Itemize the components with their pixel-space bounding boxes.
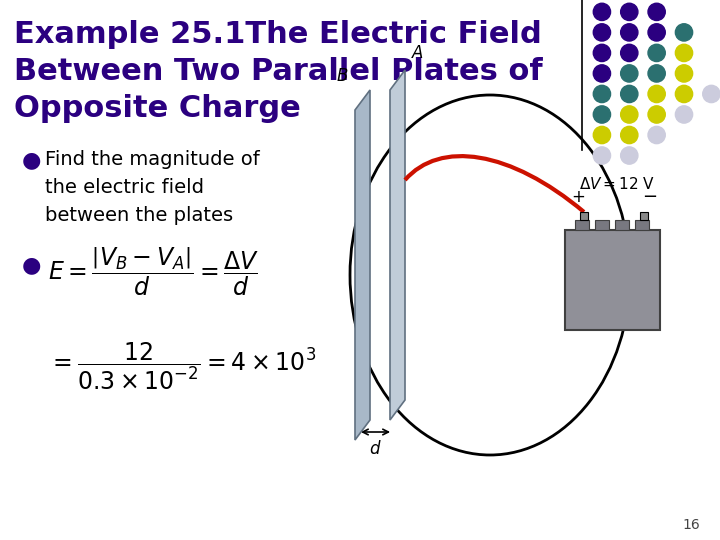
Circle shape	[593, 106, 611, 123]
Text: ●: ●	[22, 150, 41, 170]
Circle shape	[675, 24, 693, 41]
Text: A: A	[412, 44, 423, 62]
Bar	[595, 220, 609, 230]
Circle shape	[675, 106, 693, 123]
Circle shape	[648, 85, 665, 103]
Text: 16: 16	[683, 518, 700, 532]
Text: +: +	[571, 188, 585, 206]
Circle shape	[621, 65, 638, 82]
Bar	[575, 220, 589, 230]
Circle shape	[621, 106, 638, 123]
Bar	[615, 220, 629, 230]
Text: $d$: $d$	[369, 440, 382, 458]
Circle shape	[648, 106, 665, 123]
Text: −: −	[642, 188, 657, 206]
Bar	[580, 212, 588, 220]
Circle shape	[593, 65, 611, 82]
Text: $= \dfrac{12}{0.3\times 10^{-2}} = 4\times 10^{3}$: $= \dfrac{12}{0.3\times 10^{-2}} = 4\tim…	[48, 340, 316, 392]
Circle shape	[593, 126, 611, 144]
Circle shape	[675, 65, 693, 82]
Polygon shape	[355, 90, 370, 440]
Text: $E = \dfrac{\left|V_B - V_A\right|}{d} = \dfrac{\Delta V}{d}$: $E = \dfrac{\left|V_B - V_A\right|}{d} =…	[48, 245, 259, 298]
Text: Example 25.1The Electric Field: Example 25.1The Electric Field	[14, 20, 541, 49]
Circle shape	[648, 126, 665, 144]
Polygon shape	[390, 70, 405, 420]
Circle shape	[675, 85, 693, 103]
Circle shape	[593, 24, 611, 41]
Circle shape	[648, 3, 665, 21]
Circle shape	[621, 85, 638, 103]
Bar	[640, 212, 648, 220]
Text: Opposite Charge: Opposite Charge	[14, 94, 301, 123]
Circle shape	[621, 147, 638, 164]
Circle shape	[621, 3, 638, 21]
Circle shape	[593, 44, 611, 62]
Text: $\Delta V = 12\ \mathrm{V}$: $\Delta V = 12\ \mathrm{V}$	[580, 176, 656, 192]
Circle shape	[593, 147, 611, 164]
Circle shape	[648, 24, 665, 41]
Circle shape	[648, 65, 665, 82]
Bar	[565, 230, 660, 330]
Circle shape	[621, 24, 638, 41]
Circle shape	[703, 85, 720, 103]
Text: Between Two Parallel Plates of: Between Two Parallel Plates of	[14, 57, 543, 86]
Circle shape	[675, 44, 693, 62]
Circle shape	[593, 85, 611, 103]
Circle shape	[621, 126, 638, 144]
Circle shape	[593, 3, 611, 21]
Bar	[635, 220, 649, 230]
Text: Find the magnitude of
the electric field
between the plates: Find the magnitude of the electric field…	[45, 150, 260, 225]
Text: B: B	[337, 67, 348, 85]
Circle shape	[648, 44, 665, 62]
Text: ●: ●	[22, 255, 41, 275]
Circle shape	[621, 44, 638, 62]
